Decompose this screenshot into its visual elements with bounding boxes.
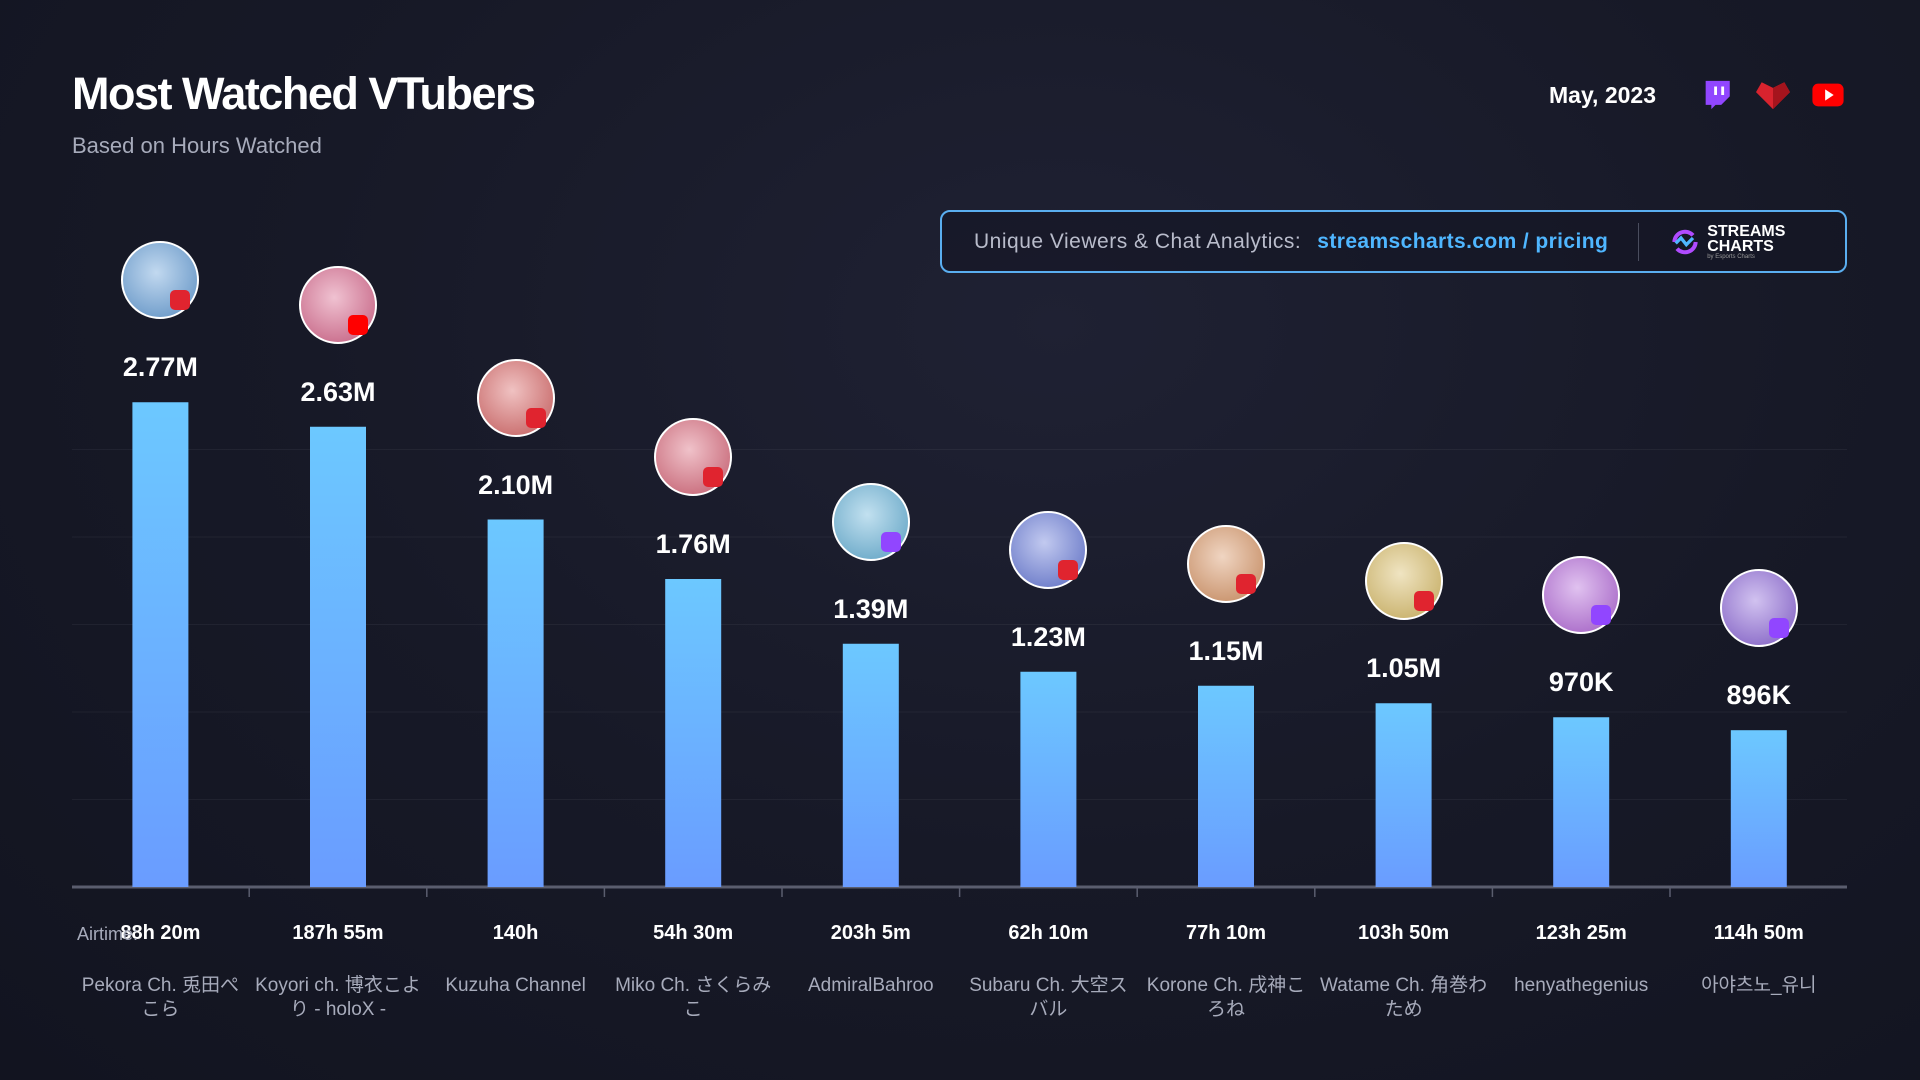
red-platform-icon — [703, 467, 724, 487]
twitch-platform-icon — [880, 531, 901, 552]
value-label: 1.05M — [1366, 653, 1442, 684]
value-label: 970K — [1548, 667, 1614, 698]
airtime-value: 103h 50m — [1358, 922, 1450, 944]
airtime-value: 187h 55m — [292, 922, 384, 944]
value-label: 2.63M — [300, 376, 376, 407]
channel-name: Subaru Ch. 大空スバル — [969, 975, 1128, 1020]
bar — [1198, 685, 1254, 887]
bar — [665, 579, 722, 887]
airtime-value: 88h 20m — [120, 922, 201, 944]
channel-name: 아야츠노_유니 — [1701, 975, 1817, 996]
twitch-platform-icon — [1591, 605, 1612, 626]
airtime-value: 114h 50m — [1713, 922, 1804, 944]
airtime-value: 123h 25m — [1535, 922, 1627, 944]
bar — [1553, 717, 1610, 887]
avatar — [121, 241, 200, 320]
channel-name: Watame Ch. 角巻わため — [1320, 975, 1488, 1020]
value-label: 896K — [1726, 680, 1792, 711]
red-platform-icon — [525, 407, 546, 428]
bar — [1375, 703, 1432, 887]
channel-name: henyathegenius — [1514, 975, 1649, 996]
page-title: Most Watched VTubers — [72, 68, 536, 119]
red-heart-platform-icon — [1756, 82, 1790, 110]
bar — [1730, 730, 1787, 887]
value-label: 2.10M — [478, 469, 554, 500]
airtime-value: 62h 10m — [1008, 922, 1089, 944]
value-label: 2.77M — [122, 352, 198, 383]
airtime-value: 54h 30m — [653, 922, 734, 944]
airtime-value: 140h — [492, 922, 539, 944]
airtime-label: Airtime: — [77, 924, 139, 944]
avatar — [1719, 569, 1798, 648]
page-subtitle: Based on Hours Watched — [72, 133, 322, 158]
channel-name: Koyori ch. 博衣こより - holoX - — [255, 975, 421, 1020]
value-label: 1.39M — [833, 593, 909, 624]
value-label: 1.23M — [1010, 621, 1086, 652]
divider — [1638, 222, 1640, 261]
date-label: May, 2023 — [1549, 82, 1656, 108]
twitch-platform-icon — [1768, 618, 1789, 639]
bar — [487, 519, 544, 887]
channel-name: Korone Ch. 戌神ころね — [1146, 975, 1306, 1020]
streams-charts-logo-icon — [1672, 229, 1698, 254]
value-label: 1.76M — [655, 529, 731, 559]
bar — [132, 402, 189, 887]
red-platform-icon — [1058, 559, 1079, 580]
red-platform-icon — [1236, 573, 1256, 594]
channel-name: AdmiralBahroo — [807, 975, 934, 996]
youtube-platform-icon — [348, 314, 368, 335]
twitch-icon — [1705, 80, 1730, 110]
channel-name: Pekora Ch. 兎田ぺこら — [81, 975, 240, 1020]
channel-name: Miko Ch. さくらみこ — [615, 975, 772, 1020]
airtime-value: 77h 10m — [1185, 922, 1267, 944]
channel-name: Kuzuha Channel — [445, 975, 586, 996]
bar — [1020, 671, 1077, 887]
analytics-banner: Unique Viewers & Chat Analytics: streams… — [940, 210, 1847, 273]
bar — [842, 643, 899, 887]
pricing-link[interactable]: streamscharts.com / pricing — [1317, 229, 1609, 253]
airtime-value: 203h 5m — [830, 922, 911, 944]
banner-label: Unique Viewers & Chat Analytics: — [974, 229, 1302, 253]
bar — [310, 426, 366, 887]
value-label: 1.15M — [1188, 635, 1264, 666]
red-platform-icon — [170, 290, 191, 311]
streams-charts-logo: STREAMS CHARTS by Esports Charts — [1669, 223, 1785, 260]
youtube-icon — [1812, 83, 1844, 107]
red-platform-icon — [1413, 591, 1434, 612]
